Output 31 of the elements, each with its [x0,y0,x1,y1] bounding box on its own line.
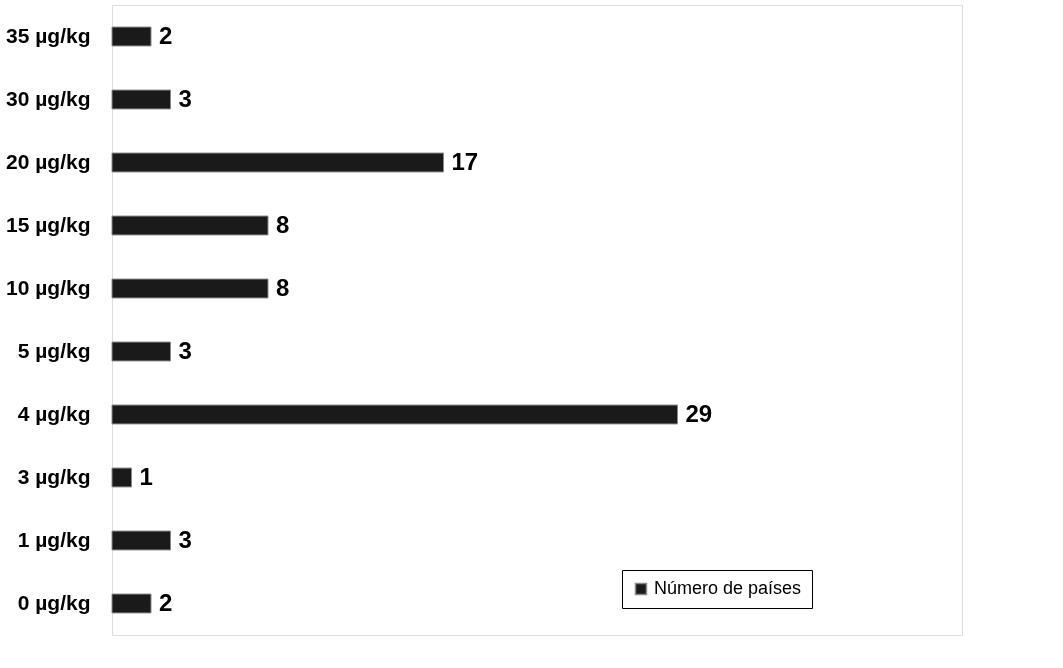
y-tick-label: 20 µg/kg [6,149,91,173]
bar [111,467,132,488]
y-tick-label: 30 µg/kg [6,86,91,110]
y-tick-label: 35 µg/kg [6,23,91,47]
data-label: 8 [276,273,290,301]
data-label: 2 [159,21,173,49]
data-label: 3 [178,525,192,553]
bar [111,89,171,110]
data-label: 8 [276,210,290,238]
y-tick-label: 10 µg/kg [6,275,91,299]
bar [111,278,269,299]
bar [111,26,152,47]
data-label: 17 [451,147,479,175]
bar [111,404,678,425]
legend-label: Número de países [654,578,802,598]
y-tick-label: 4 µg/kg [17,401,91,425]
data-label: 1 [139,462,153,490]
y-tick-label: 1 µg/kg [17,527,91,551]
bar [111,152,444,173]
data-label: 3 [178,336,192,364]
y-tick-label: 3 µg/kg [17,464,91,488]
bar [111,215,269,236]
data-label: 29 [685,399,713,427]
y-tick-label: 5 µg/kg [17,338,91,362]
bar [111,530,171,551]
bar [111,341,171,362]
data-label: 2 [159,588,173,616]
y-tick-label: 15 µg/kg [6,212,91,236]
y-tick-label: 0 µg/kg [17,590,91,614]
bar [111,593,152,614]
data-label: 3 [178,84,192,112]
